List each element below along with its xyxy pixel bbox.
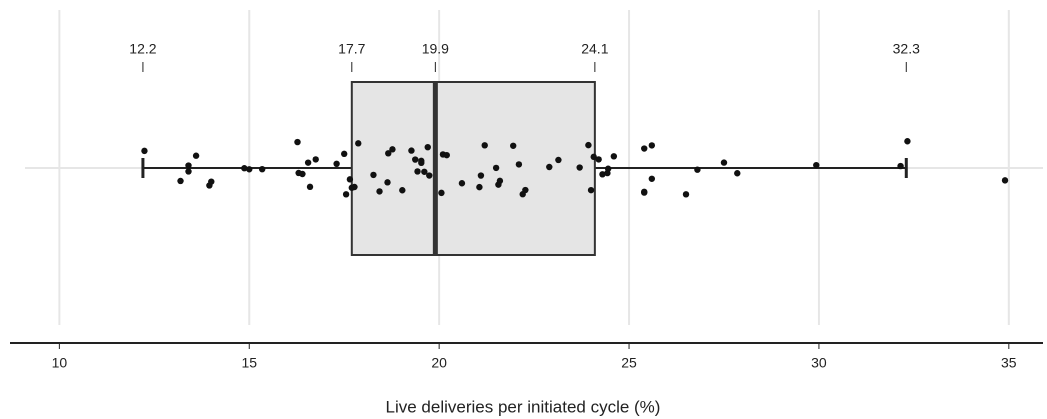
data-point (734, 170, 741, 177)
data-point (438, 189, 445, 197)
data-point (299, 170, 306, 178)
data-point (813, 161, 820, 169)
data-point (370, 171, 377, 179)
x-tick-label: 30 (811, 355, 827, 371)
data-point (476, 183, 483, 191)
data-point (904, 138, 911, 145)
data-point (546, 163, 553, 171)
x-tick-label: 20 (431, 355, 447, 371)
data-point (346, 176, 354, 183)
data-point (306, 183, 314, 191)
data-point (682, 191, 690, 198)
x-tick-label: 15 (241, 355, 257, 371)
data-point (648, 142, 656, 149)
data-point (492, 164, 500, 172)
data-point (585, 141, 592, 149)
data-point (477, 172, 485, 179)
data-point (595, 156, 602, 163)
data-point (399, 187, 406, 194)
data-point (192, 152, 200, 159)
data-point (304, 159, 312, 166)
data-point (333, 160, 340, 168)
data-point (341, 150, 348, 158)
data-point (177, 177, 184, 185)
x-tick-label: 35 (1001, 355, 1017, 371)
data-point (510, 142, 517, 149)
data-point (412, 156, 419, 163)
data-point (515, 161, 523, 168)
data-point (355, 140, 362, 147)
data-point (720, 159, 728, 166)
data-point (424, 143, 431, 151)
data-point (694, 166, 701, 173)
stat-label: 17.7 (338, 41, 365, 57)
data-point (641, 189, 648, 196)
data-point (185, 168, 192, 175)
data-point (610, 153, 618, 160)
data-point (385, 150, 392, 157)
data-point (141, 147, 148, 155)
data-point (897, 162, 904, 170)
data-point (496, 177, 504, 185)
data-point (576, 164, 583, 171)
data-point (458, 180, 466, 187)
data-point (342, 191, 350, 198)
data-point (555, 156, 562, 164)
data-point (384, 179, 391, 186)
data-point (1001, 177, 1009, 184)
stat-label: 12.2 (129, 41, 156, 57)
data-point (648, 175, 656, 182)
data-point (481, 142, 488, 149)
data-point (599, 171, 606, 178)
stat-label: 19.9 (422, 41, 449, 57)
data-point (443, 151, 450, 159)
x-tick-label: 25 (621, 355, 637, 371)
data-point (246, 166, 253, 173)
data-point (258, 165, 266, 173)
data-point (590, 153, 597, 161)
data-point (421, 168, 428, 175)
data-point (312, 156, 319, 163)
data-point (426, 172, 433, 179)
data-point (389, 146, 396, 153)
data-point (408, 147, 415, 154)
data-point (351, 183, 358, 191)
data-point (641, 145, 648, 152)
stat-label: 24.1 (581, 41, 608, 57)
box (350, 81, 596, 256)
data-point (294, 138, 301, 146)
data-point (241, 165, 248, 172)
x-tick-label: 10 (52, 355, 68, 371)
stat-label: 32.3 (893, 41, 920, 57)
data-point (604, 165, 612, 172)
data-point (587, 186, 595, 194)
data-point (414, 168, 421, 175)
data-point (208, 178, 215, 185)
data-point (418, 159, 425, 167)
x-axis-title: Live deliveries per initiated cycle (%) (386, 397, 661, 416)
data-point (522, 186, 529, 194)
data-point (185, 162, 192, 169)
data-point (376, 188, 383, 195)
